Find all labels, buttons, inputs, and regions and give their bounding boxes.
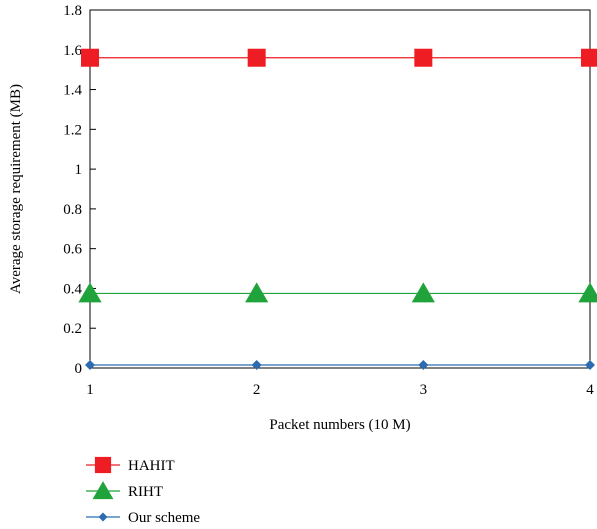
- x-tick-label: 3: [420, 382, 428, 398]
- legend-item: RIHT: [86, 481, 163, 500]
- y-tick-label: 0.6: [63, 242, 82, 258]
- y-tick-label: 1.4: [63, 83, 82, 99]
- series-riht: [78, 282, 597, 303]
- legend-label: Our scheme: [128, 510, 200, 526]
- x-tick-label: 2: [253, 382, 261, 398]
- data-point: [81, 48, 99, 67]
- legend: HAHIT RIHT Our scheme: [86, 456, 200, 526]
- x-tick-label: 1: [86, 382, 94, 398]
- y-tick-label: 1.6: [63, 43, 82, 59]
- y-tick-label: 0: [75, 361, 83, 377]
- plot-frame: [89, 9, 591, 369]
- data-point: [414, 48, 433, 67]
- legend-marker: [94, 456, 112, 474]
- legend-marker: [92, 481, 114, 500]
- y-tick-label: 0.4: [63, 281, 82, 297]
- legend-item: HAHIT: [86, 456, 175, 474]
- legend-label: HAHIT: [128, 458, 175, 474]
- y-axis-title: Average storage requirement (MB): [8, 84, 24, 294]
- series-layer: [78, 48, 597, 371]
- data-point: [85, 360, 95, 371]
- data-point: [581, 48, 597, 67]
- data-point: [585, 360, 595, 371]
- data-point: [411, 282, 435, 303]
- y-tick-label: 1.2: [63, 122, 82, 138]
- y-tick-label: 0.2: [63, 321, 82, 337]
- axes: 0 0.2 0.4 0.6 0.8 1 1.2 1.4 1.6 1.8 1 2 3 4: [63, 3, 594, 398]
- data-point: [247, 48, 266, 67]
- series-our-scheme: [85, 360, 595, 371]
- legend-marker: [98, 512, 108, 522]
- series-hahit: [81, 48, 597, 67]
- legend-label: RIHT: [128, 484, 163, 500]
- x-axis-title: Packet numbers (10 M): [269, 417, 410, 433]
- data-point: [78, 282, 102, 303]
- legend-item: Our scheme: [86, 510, 200, 526]
- y-tick-label: 1.8: [63, 3, 82, 19]
- y-tick-label: 1: [75, 162, 83, 178]
- y-tick-label: 0.8: [63, 202, 82, 218]
- data-point: [578, 282, 597, 303]
- data-point: [245, 282, 269, 303]
- x-tick-label: 4: [586, 382, 594, 398]
- data-point: [251, 360, 262, 371]
- data-point: [418, 360, 429, 371]
